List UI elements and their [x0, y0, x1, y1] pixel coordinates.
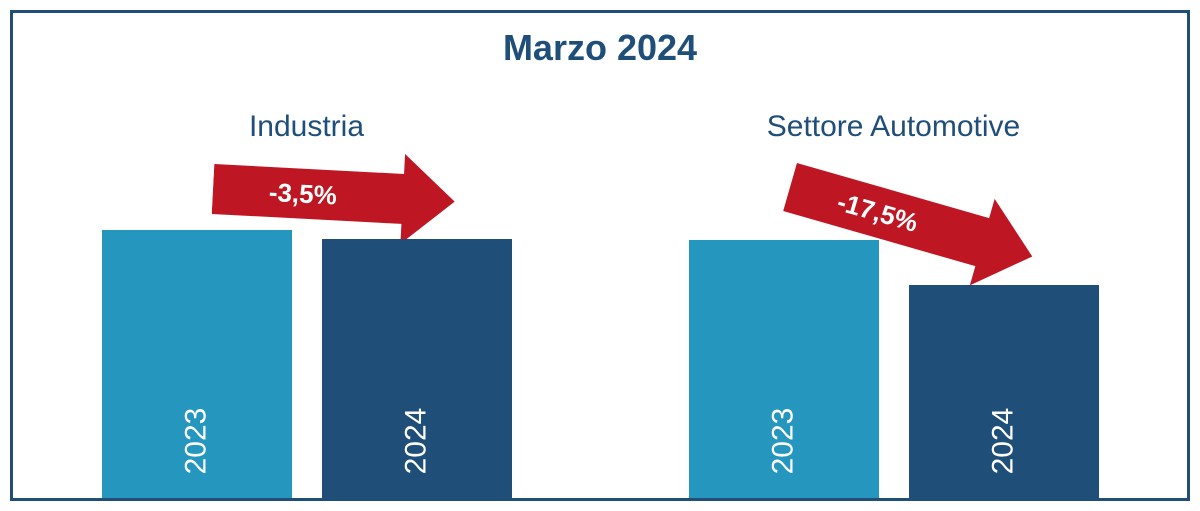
- bars-industria: 2023 2024: [13, 208, 600, 498]
- bar-label: 2023: [767, 408, 801, 475]
- bar-industria-2023: 2023: [102, 230, 292, 498]
- charts-row: Industria -3,5% 2023 2024 Settore Automo…: [13, 108, 1187, 498]
- bar-label: 2024: [987, 408, 1021, 475]
- chart-industria: Industria -3,5% 2023 2024: [13, 108, 600, 498]
- bar-automotive-2023: 2023: [689, 240, 879, 498]
- chart-frame: Marzo 2024 Industria -3,5% 2023 2024 Set…: [10, 10, 1190, 501]
- bars-automotive: 2023 2024: [600, 208, 1187, 498]
- chart-title-automotive: Settore Automotive: [600, 110, 1187, 144]
- chart-title-industria: Industria: [13, 110, 600, 144]
- bar-label: 2023: [180, 408, 214, 475]
- bar-label: 2024: [400, 408, 434, 475]
- bar-automotive-2024: 2024: [909, 285, 1099, 498]
- bar-industria-2024: 2024: [322, 239, 512, 498]
- arrow-text-industria: -3,5%: [268, 177, 337, 212]
- main-title: Marzo 2024: [13, 27, 1187, 69]
- chart-automotive: Settore Automotive -17,5% 2023 2024: [600, 108, 1187, 498]
